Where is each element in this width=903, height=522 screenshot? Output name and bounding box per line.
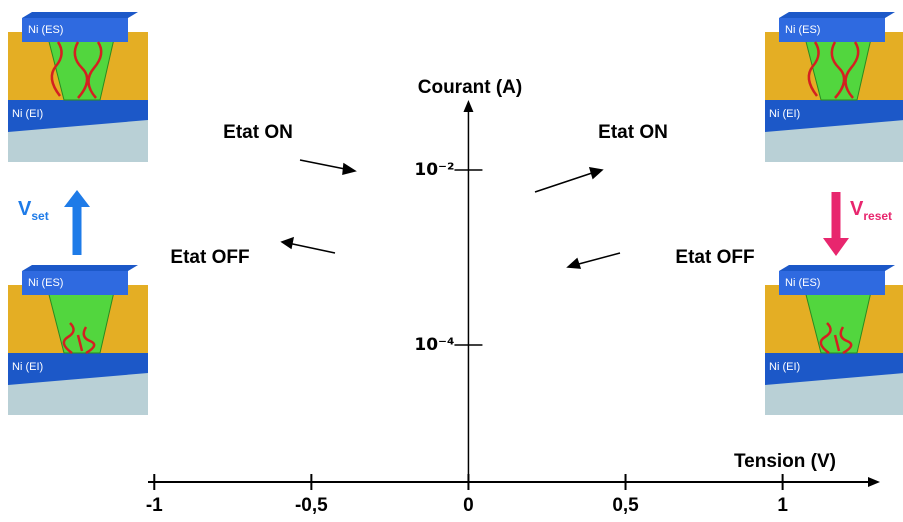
top-electrode-label: Ni (ES) [28,277,63,289]
y-axis-label: Courant (A) [418,77,522,98]
reset-symbol: V [850,198,864,220]
bottom-electrode-label: Ni (EI) [769,108,800,120]
conductive-path [50,41,103,99]
set-symbol: V [18,198,32,220]
device: Ni (ES) Ni (EI) [765,12,903,162]
device: Ni (ES) Ni (EI) [8,12,148,162]
y-tick-label: 10⁻⁴ [414,335,454,355]
bottom-electrode-label: Ni (EI) [12,108,43,120]
top-electrode-label: Ni (ES) [785,24,820,36]
x-tick-label: -1 [146,495,163,516]
device: Ni (ES) Ni (EI) [765,265,903,415]
top-electrode-label: Ni (ES) [785,277,820,289]
set-label: Vset [18,198,49,223]
reset-label: Vreset [850,198,892,223]
substrate [8,373,148,415]
x-tick-label: 1 [777,495,788,516]
reset-arrow-head [823,238,849,256]
substrate [8,120,148,162]
conductive-path [807,41,860,99]
bottom-electrode-label: Ni (EI) [12,361,43,373]
y-axis-arrow [463,100,474,112]
x-axis-label: Tension (V) [734,451,836,472]
reset-sub: reset [863,209,892,223]
substrate [765,120,903,162]
conductive-path [819,322,853,355]
device: Ni (ES) Ni (EI) [8,265,148,415]
top-electrode-face [22,18,128,42]
set-arrow-head [64,190,90,207]
annotation: Etat ON [598,122,668,143]
set-sub: set [31,209,48,223]
top-electrode-face [779,18,885,42]
conductive-path [62,322,96,355]
top-electrode-label: Ni (ES) [28,24,63,36]
annotation: Etat ON [223,122,293,143]
direction-arrows [280,159,621,269]
y-tick-label: 10⁻² [414,160,454,180]
x-tick-label: 0 [463,495,474,516]
annotation: Etat OFF [170,247,249,268]
bottom-electrode-label: Ni (EI) [769,361,800,373]
top-electrode-face [22,271,128,295]
x-tick-label: -0,5 [295,495,328,516]
x-axis-arrow [868,477,880,487]
top-electrode-face [779,271,885,295]
substrate [765,373,903,415]
x-tick-label: 0,5 [612,495,639,516]
annotation: Etat OFF [675,247,754,268]
